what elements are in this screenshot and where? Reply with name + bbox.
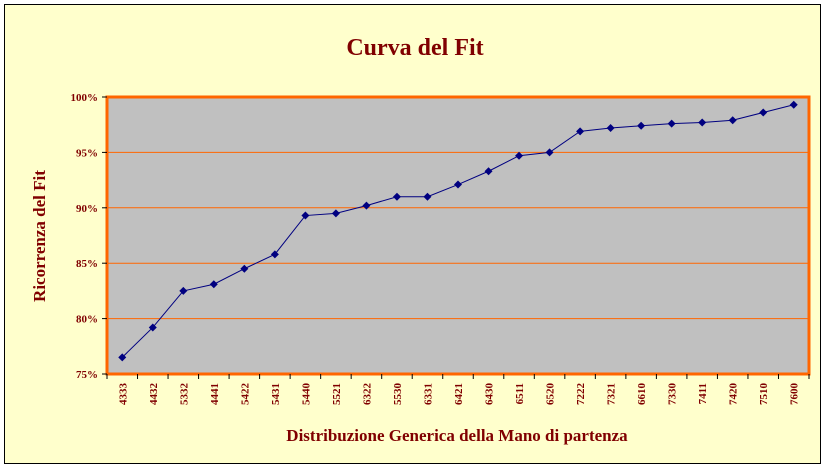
y-tick-label: 80% xyxy=(76,314,98,326)
data-point xyxy=(240,264,249,273)
data-point xyxy=(118,353,127,362)
x-tick-label: 7420 xyxy=(728,383,740,406)
x-tick-label: 7510 xyxy=(758,383,770,406)
x-tick-label: 7330 xyxy=(667,383,679,406)
line-chart: Curva del Fit 75% 80% 85% 90% 95% 100% 4333 44… xyxy=(30,35,811,445)
y-axis-ticks: 75% 80% 85% 90% 95% 100% xyxy=(71,92,107,381)
plot-area xyxy=(105,95,811,376)
data-point xyxy=(484,167,493,176)
data-point xyxy=(392,192,401,201)
x-axis-ticks: 4333 4432 5332 4441 5422 5431 5440 5521 6322 5530… xyxy=(106,374,810,406)
y-tick-label: 85% xyxy=(76,258,98,270)
data-point xyxy=(270,250,279,259)
y-tick-label: 95% xyxy=(76,147,98,159)
x-tick-label: 7321 xyxy=(606,383,618,405)
data-point xyxy=(545,148,554,157)
data-point xyxy=(454,180,462,189)
x-tick-label: 6520 xyxy=(545,383,557,406)
data-point xyxy=(698,118,707,127)
y-tick-label: 100% xyxy=(71,92,99,104)
x-axis-title: Distribuzione Generica della Mano di par… xyxy=(286,426,628,445)
chart-title: Curva del Fit xyxy=(346,35,483,61)
x-tick-label: 7411 xyxy=(697,383,709,404)
x-tick-label: 5332 xyxy=(178,383,190,406)
data-point xyxy=(789,100,798,109)
data-point xyxy=(148,323,157,332)
data-point xyxy=(301,211,310,220)
x-tick-label: 6331 xyxy=(422,383,434,405)
data-point xyxy=(362,201,371,210)
data-point xyxy=(637,121,646,130)
data-markers xyxy=(118,100,798,362)
x-tick-label: 5530 xyxy=(392,383,404,406)
data-point xyxy=(576,127,585,136)
gridlines xyxy=(107,151,809,320)
x-tick-label: 6322 xyxy=(361,383,373,406)
x-tick-label: 5440 xyxy=(300,383,312,406)
data-point xyxy=(179,286,188,295)
y-axis-title: Ricorrenza del Fit xyxy=(30,170,49,302)
x-tick-label: 4333 xyxy=(117,383,129,406)
data-point xyxy=(728,116,737,125)
data-point xyxy=(515,151,524,160)
x-tick-label: 6421 xyxy=(453,383,465,405)
data-point xyxy=(606,124,615,133)
x-tick-label: 7600 xyxy=(789,383,801,406)
y-tick-label: 90% xyxy=(76,203,98,215)
x-tick-label: 6430 xyxy=(484,383,496,406)
x-tick-label: 5431 xyxy=(270,383,282,405)
data-point xyxy=(759,108,768,117)
x-tick-label: 4432 xyxy=(148,383,160,406)
x-tick-label: 5422 xyxy=(239,383,251,406)
data-point xyxy=(423,192,432,201)
x-tick-label: 4441 xyxy=(209,383,221,405)
y-tick-label: 75% xyxy=(76,369,98,381)
data-point xyxy=(209,280,218,289)
chart-frame: Curva del Fit 75% 80% 85% 90% 95% 100% 4333 44… xyxy=(4,4,821,464)
data-point xyxy=(667,119,676,128)
x-tick-label: 6511 xyxy=(514,383,526,404)
x-tick-label: 6610 xyxy=(636,383,648,406)
x-tick-label: 7222 xyxy=(575,383,587,406)
data-point xyxy=(331,209,340,218)
x-tick-label: 5521 xyxy=(331,383,343,405)
